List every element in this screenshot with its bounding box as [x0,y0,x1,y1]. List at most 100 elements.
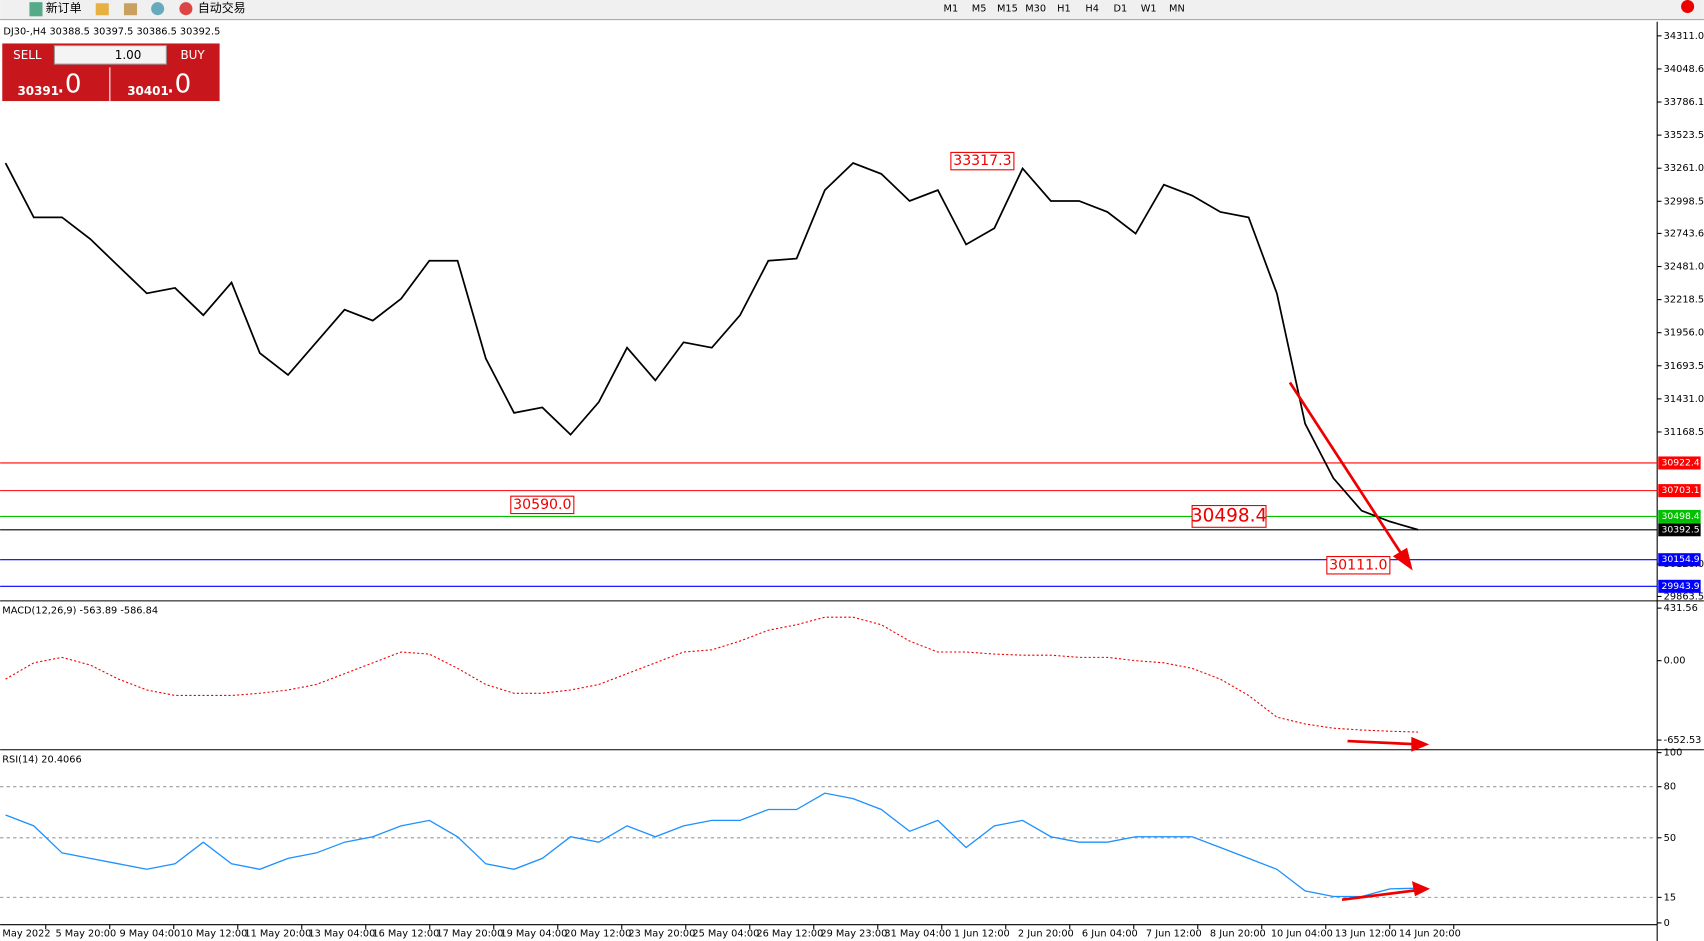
timeframe-button[interactable]: M1 [944,4,959,15]
time-label: 17 May 20:00 [436,928,503,939]
timeframe-button[interactable]: M30 [1025,4,1046,15]
price-level-tag [1658,484,1701,498]
toolbar-icon[interactable] [151,2,165,16]
price-level-label: 30498.4 [1662,511,1700,522]
time-label: 29 May 23:00 [820,928,887,939]
price-arrow [1288,381,1407,561]
price-annotation-box [1191,505,1267,528]
timeframe-button[interactable]: H1 [1057,4,1071,15]
chart-header: DJ30-,H4 30388.5 30397.5 30386.5 30392.5 [3,27,220,38]
lot-value[interactable]: 1.00 [115,48,142,62]
rsi-tick-label: 50 [1664,833,1676,844]
time-label: 6 Jun 04:00 [1082,928,1138,939]
sell-price[interactable]: 30391 [17,84,59,98]
time-label: 31 May 04:00 [884,928,951,939]
toolbar [0,0,1704,20]
sell-button[interactable]: SELL [13,48,42,62]
price-tick-label: 33261.0 [1664,163,1704,174]
lot-input[interactable] [53,45,167,65]
time-label: 7 Jun 12:00 [1146,928,1202,939]
price-tick-label: 32218.5 [1664,295,1704,306]
toolbar-icon[interactable] [123,3,138,16]
arrow-head [1411,736,1430,752]
price-level-tag [1658,456,1701,470]
price-line [4,162,1419,531]
toolbar-icon[interactable] [95,3,109,16]
timeframe-button[interactable]: D1 [1114,4,1128,15]
price-tick-label: 31956.0 [1664,328,1704,339]
macd-title: MACD(12,26,9) -563.89 -586.84 [2,606,158,617]
new-order-icon[interactable] [29,2,43,17]
trend-arrows [1288,381,1431,902]
price-annotation-box [510,495,575,515]
time-label: 23 May 20:00 [628,928,695,939]
time-label: 9 May 04:00 [119,928,180,939]
time-label: 16 May 12:00 [372,928,439,939]
one-click-trading-panel: SELL 1.00 BUY 30391 .0 30401 .0 [2,43,220,102]
price-tick-label: 34311.0 [1664,31,1704,42]
price-tick-label: 33523.5 [1664,130,1704,141]
buy-button[interactable]: BUY [180,48,205,62]
chart-layer: 34311.0 34048.6 33786.1 33523.5 33261.0 32998… [0,31,1704,940]
rsi-tick-label: 100 [1664,748,1683,759]
rsi-tick-label: 15 [1664,892,1676,903]
rsi-tick-label: 80 [1664,782,1676,793]
notification-badge[interactable] [1681,0,1695,14]
timeframe-button[interactable]: W1 [1141,4,1157,15]
macd-arrow [1347,739,1419,746]
time-label: 10 May 12:00 [180,928,247,939]
buy-price[interactable]: 30401 [127,84,169,98]
time-label: 1 Jun 12:00 [954,928,1010,939]
macd-tick-label: 431.56 [1664,603,1698,614]
rsi-tick-label: 0 [1664,918,1670,929]
auto-trade-button[interactable]: 自动交易 [198,0,246,15]
price-annotation: 33317.3 [953,153,1011,169]
price-annotation-box [1326,556,1391,575]
time-label: 13 May 04:00 [308,928,375,939]
buy-price-fraction[interactable]: .0 [166,69,191,99]
macd-signal-line [5,616,1419,733]
time-label: 26 May 12:00 [756,928,823,939]
time-label: 11 May 20:00 [244,928,311,939]
macd-tick-label: -652.53 [1664,735,1702,746]
macd-tick-label: 0.00 [1664,656,1686,667]
price-annotation: 30590.0 [513,497,571,513]
price-annotation: 30111.0 [1329,557,1387,573]
time-label: 20 May 12:00 [564,928,631,939]
rsi-arrow [1341,888,1420,902]
price-level-label: 30392.5 [1662,524,1700,535]
time-label: 14 Jun 20:00 [1399,928,1461,939]
price-tick-label: 33786.1 [1664,97,1704,108]
timeframe-button[interactable]: M5 [972,4,987,15]
time-label: 25 May 04:00 [692,928,759,939]
price-tick-label: 34048.6 [1664,64,1704,75]
timeframe-bar: M1 M5 M15 M30 H1 H4 D1 W1 MN [944,4,1185,15]
time-label: 19 May 04:00 [500,928,567,939]
arrow-head [1411,881,1431,897]
time-label: 5 May 20:00 [55,928,116,939]
price-level-label: 30922.4 [1662,457,1700,468]
time-label: 13 Jun 12:00 [1335,928,1397,939]
auto-trade-icon[interactable] [179,2,193,16]
sell-price-fraction[interactable]: .0 [57,69,82,99]
price-level-label: 30154.9 [1662,554,1700,565]
price-tick-label: 32998.5 [1664,196,1704,207]
time-label: 4 May 2022 [0,928,51,939]
price-tick-label: 32743.6 [1664,228,1704,239]
timeframe-button[interactable]: M15 [997,4,1018,15]
price-level-tag [1658,553,1701,567]
time-label: 8 Jun 20:00 [1210,928,1266,939]
price-tick-label: 31431.0 [1664,394,1704,405]
arrow-head [1392,547,1413,571]
timeframe-button[interactable]: H4 [1085,4,1099,15]
price-tick-label: 29863.5 [1664,591,1704,602]
price-level-label: 29943.9 [1662,581,1700,592]
new-order-button[interactable]: 新订单 [46,0,82,15]
price-level-tag [1658,509,1701,523]
time-label: 2 Jun 20:00 [1018,928,1074,939]
timeframe-button[interactable]: MN [1169,4,1185,15]
price-tick-label: 32481.0 [1664,262,1704,273]
rsi-line [5,792,1419,898]
